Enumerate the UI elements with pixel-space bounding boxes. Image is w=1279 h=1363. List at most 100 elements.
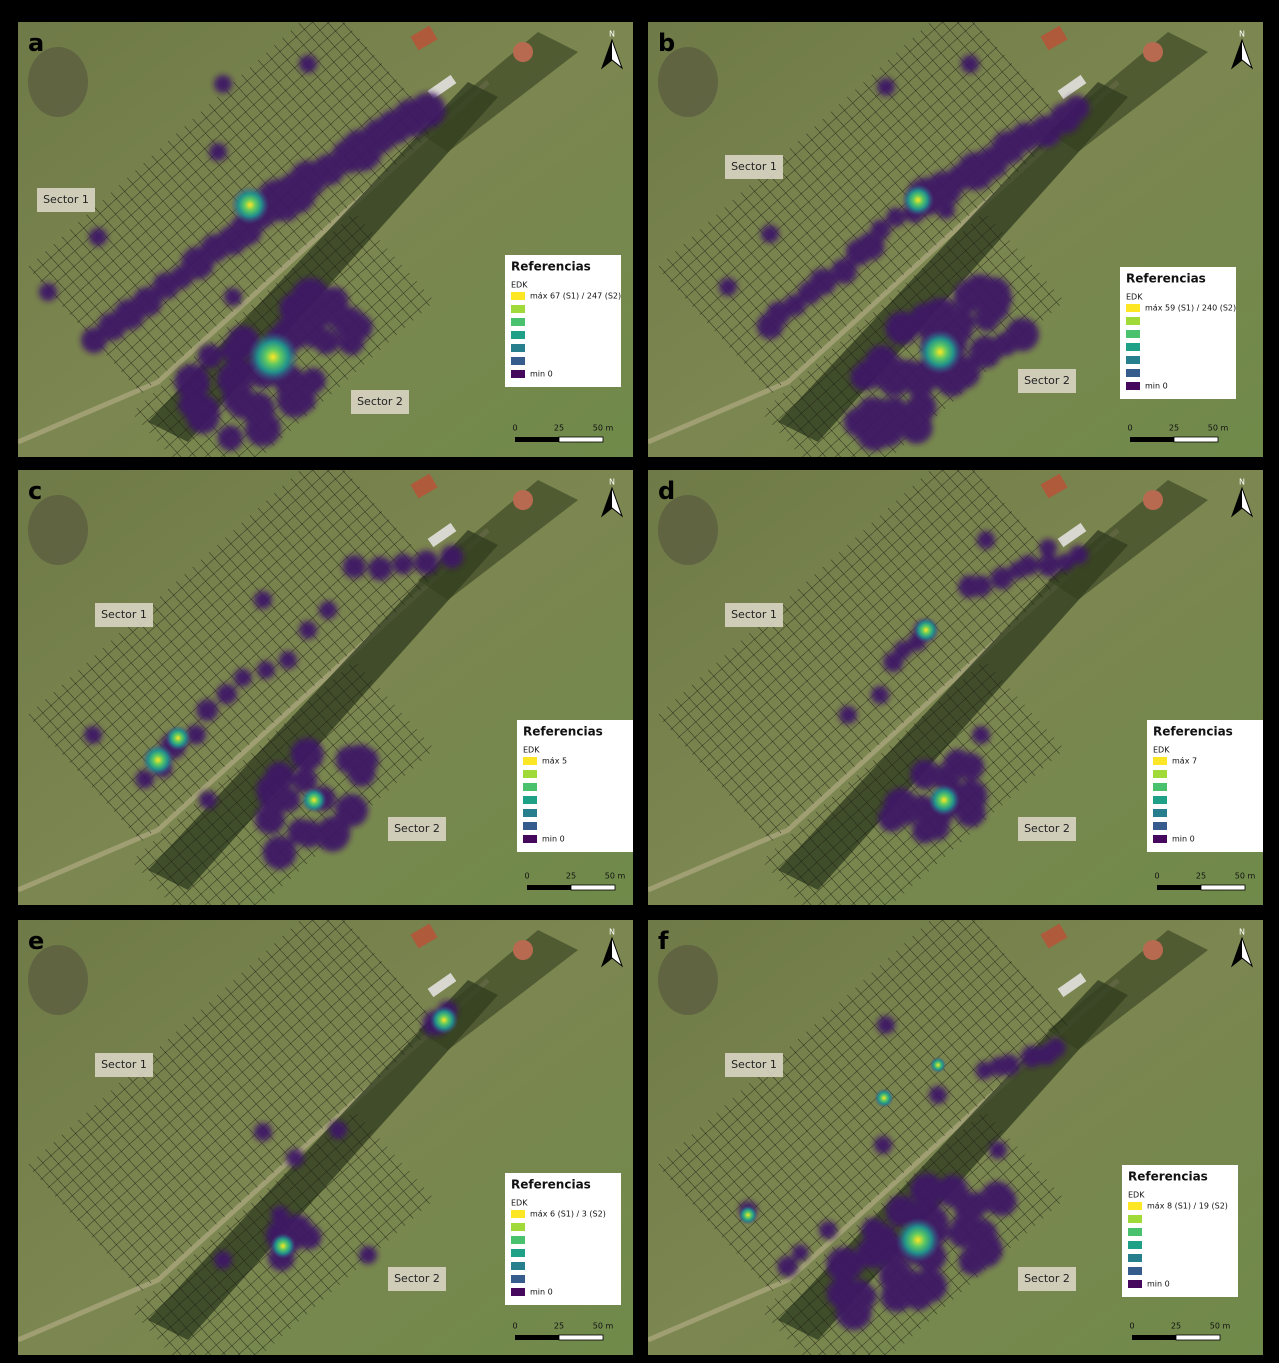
density-blob	[839, 706, 857, 724]
scale-bar	[558, 436, 604, 443]
density-blob	[998, 1054, 1020, 1076]
density-blob	[972, 726, 990, 744]
legend-swatch	[1126, 317, 1140, 325]
density-blob	[913, 1268, 948, 1303]
density-blob	[910, 1173, 944, 1207]
density-blob	[197, 343, 223, 369]
density-blob	[262, 835, 297, 870]
density-blob	[410, 92, 446, 128]
density-peak	[913, 617, 939, 643]
legend-swatch	[1153, 822, 1167, 830]
legend-swatch	[1128, 1241, 1142, 1249]
density-peak	[874, 1088, 894, 1108]
scale-label: 25	[1171, 1322, 1181, 1331]
density-peak	[902, 184, 934, 216]
scale-bar	[1175, 1334, 1221, 1341]
density-blob	[196, 699, 219, 722]
scale-bar	[1157, 885, 1201, 890]
density-blob	[831, 258, 857, 285]
pond	[658, 47, 718, 117]
density-blob	[856, 232, 885, 260]
scale-label: 25	[554, 424, 564, 433]
legend-swatch	[523, 770, 537, 778]
legend-title: Referencias	[511, 1178, 591, 1192]
tree-line	[418, 32, 578, 152]
density-blob	[871, 686, 889, 704]
sector-label-box	[725, 155, 783, 179]
legend-swatch	[1153, 835, 1167, 843]
legend-swatch	[1128, 1280, 1142, 1288]
density-blob	[943, 750, 970, 776]
legend-subtitle: EDK	[523, 746, 540, 755]
sector-1-label: Sector 1	[101, 608, 147, 621]
density-peak	[270, 1233, 296, 1259]
density-blob	[392, 553, 414, 575]
density-blob	[135, 769, 155, 789]
tree-line	[1048, 930, 1208, 1050]
density-peak	[930, 1057, 946, 1073]
density-blob	[975, 1061, 994, 1080]
density-blob	[299, 621, 317, 639]
density-blob	[937, 201, 955, 219]
sector-label-box	[388, 1267, 446, 1291]
panel-letter: b	[658, 29, 675, 57]
legend-swatch	[511, 305, 525, 313]
sector-label-box	[37, 188, 95, 212]
density-blob	[333, 306, 366, 340]
density-blob	[809, 268, 837, 296]
building	[427, 972, 457, 998]
grid-sector-1	[657, 920, 1069, 1292]
density-peak	[165, 725, 191, 751]
tree-line	[1048, 480, 1208, 600]
scale-bar	[1130, 437, 1174, 442]
legend-swatch	[1153, 757, 1167, 765]
building	[1143, 940, 1163, 960]
density-blob	[338, 329, 364, 356]
density-blob	[872, 414, 904, 447]
north-label: N	[609, 928, 615, 937]
legend-max: máx 8 (S1) / 19 (S2)	[1147, 1202, 1228, 1211]
sector-2-label: Sector 2	[394, 822, 440, 835]
pond	[28, 945, 88, 1015]
density-peak	[928, 784, 960, 816]
legend-swatch	[523, 796, 537, 804]
pond	[28, 495, 88, 565]
density-blob	[39, 283, 57, 301]
density-peak	[247, 331, 299, 383]
density-blob	[874, 1136, 892, 1154]
scale-label: 0	[512, 1322, 517, 1331]
density-blob	[315, 817, 350, 852]
density-blob	[989, 1141, 1007, 1159]
density-peak	[230, 185, 270, 225]
density-blob	[440, 545, 464, 569]
tree-line	[1048, 32, 1208, 152]
building	[1040, 25, 1068, 51]
density-blob	[233, 668, 252, 687]
density-blob	[244, 410, 281, 447]
scale-bar	[570, 884, 616, 891]
north-arrow	[602, 488, 612, 516]
legend-subtitle: EDK	[1128, 1191, 1145, 1200]
legend-swatch	[511, 357, 525, 365]
legend-title: Referencias	[1153, 725, 1233, 739]
density-blob	[777, 1256, 798, 1277]
legend-swatch	[511, 370, 525, 378]
scale-bar	[1200, 884, 1246, 891]
legend-swatch	[1153, 809, 1167, 817]
scale-label: 50 m	[593, 1322, 614, 1331]
sector-label-box	[95, 1053, 153, 1077]
building	[513, 490, 533, 510]
density-blob	[977, 277, 1004, 304]
density-blob	[226, 334, 253, 362]
legend-subtitle: EDK	[511, 1199, 528, 1208]
density-blob	[1037, 554, 1061, 577]
sector-label-box	[388, 817, 446, 841]
density-surface	[84, 545, 464, 870]
density-blob	[936, 1175, 969, 1208]
density-blob	[910, 759, 941, 790]
